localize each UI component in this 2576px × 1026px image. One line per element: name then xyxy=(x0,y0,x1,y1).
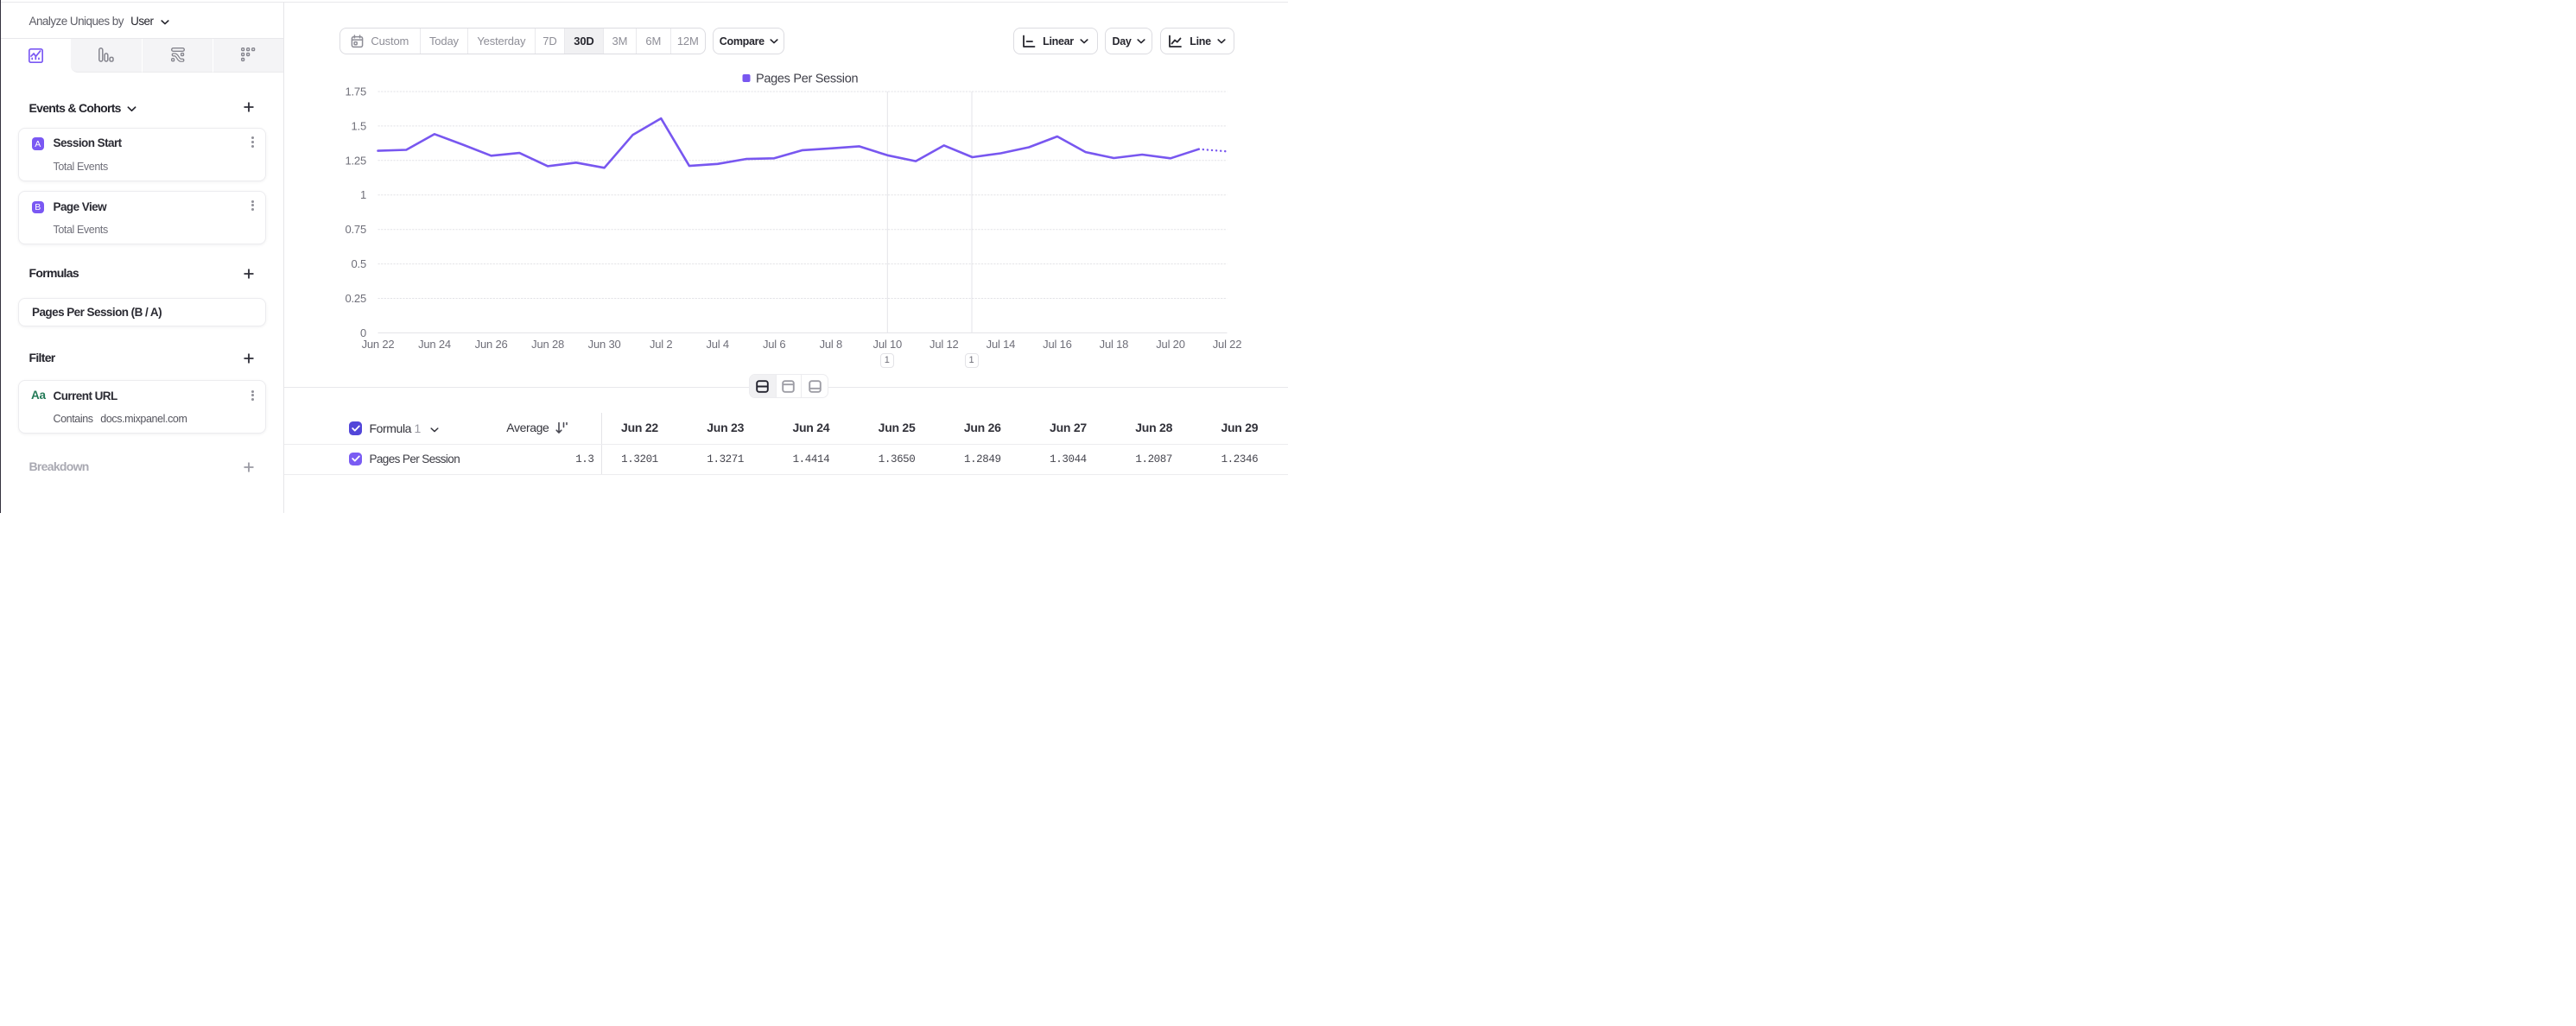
svg-text:Jul 18: Jul 18 xyxy=(1099,338,1128,351)
svg-text:0.25: 0.25 xyxy=(345,292,366,305)
svg-text:0.5: 0.5 xyxy=(351,257,365,270)
svg-text:1.25: 1.25 xyxy=(345,154,366,167)
svg-text:Jun 22: Jun 22 xyxy=(361,338,394,351)
svg-text:Pages Per Session: Pages Per Session xyxy=(756,73,858,86)
svg-text:Jul 22: Jul 22 xyxy=(1212,338,1241,351)
svg-text:1.5: 1.5 xyxy=(351,119,365,132)
svg-text:Jul 12: Jul 12 xyxy=(930,338,959,351)
svg-text:1: 1 xyxy=(359,188,365,201)
svg-text:Jul 16: Jul 16 xyxy=(1043,338,1072,351)
svg-text:Jul 8: Jul 8 xyxy=(819,338,841,351)
svg-text:Jun 24: Jun 24 xyxy=(418,338,451,351)
svg-text:Jun 28: Jun 28 xyxy=(531,338,564,351)
svg-text:1.75: 1.75 xyxy=(345,86,366,98)
svg-text:0.75: 0.75 xyxy=(345,223,366,236)
svg-text:Jul 20: Jul 20 xyxy=(1156,338,1185,351)
svg-text:Jun 26: Jun 26 xyxy=(474,338,507,351)
svg-text:Jul 2: Jul 2 xyxy=(649,338,671,351)
svg-text:Jul 10: Jul 10 xyxy=(872,338,902,351)
svg-text:0: 0 xyxy=(359,326,365,339)
svg-text:Jul 6: Jul 6 xyxy=(762,338,784,351)
svg-text:Jul 14: Jul 14 xyxy=(986,338,1015,351)
svg-text:Jul 4: Jul 4 xyxy=(706,338,728,351)
svg-text:Jun 30: Jun 30 xyxy=(587,338,620,351)
